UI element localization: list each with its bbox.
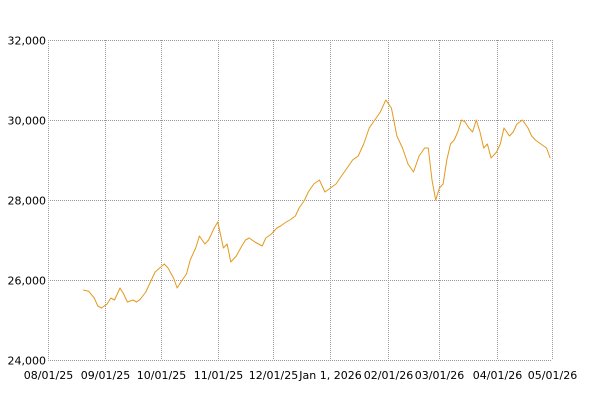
x-tick-label: 11/01/25: [194, 369, 243, 382]
y-tick-label: 28,000: [8, 195, 47, 208]
x-tick-label: 10/01/25: [137, 369, 186, 382]
series-group: [82, 99, 551, 309]
x-tick-label: 08/01/25: [24, 369, 73, 382]
x-tick-label: 05/01/26: [528, 369, 577, 382]
x-tick-label: 02/01/26: [364, 369, 413, 382]
x-tick-label: 12/01/25: [249, 369, 298, 382]
x-gridlines: [48, 40, 553, 360]
y-tick-label: 24,000: [8, 355, 47, 368]
y-tick-label: 32,000: [8, 35, 47, 48]
x-tick-label: 03/01/26: [415, 369, 464, 382]
x-tick-label: 04/01/26: [473, 369, 522, 382]
y-gridlines: [48, 40, 552, 361]
y-tick-labels: 24,000 26,000 28,000 30,000 32,000: [8, 35, 47, 368]
x-tick-label: Jan 1, 2026: [298, 369, 361, 382]
y-tick-label: 26,000: [8, 275, 47, 288]
x-tick-label: 09/01/25: [81, 369, 130, 382]
x-tick-labels: 08/01/25 09/01/25 10/01/25 11/01/25 12/01/25…: [24, 369, 577, 382]
series-line: [82, 99, 551, 309]
y-tick-label: 30,000: [8, 115, 47, 128]
